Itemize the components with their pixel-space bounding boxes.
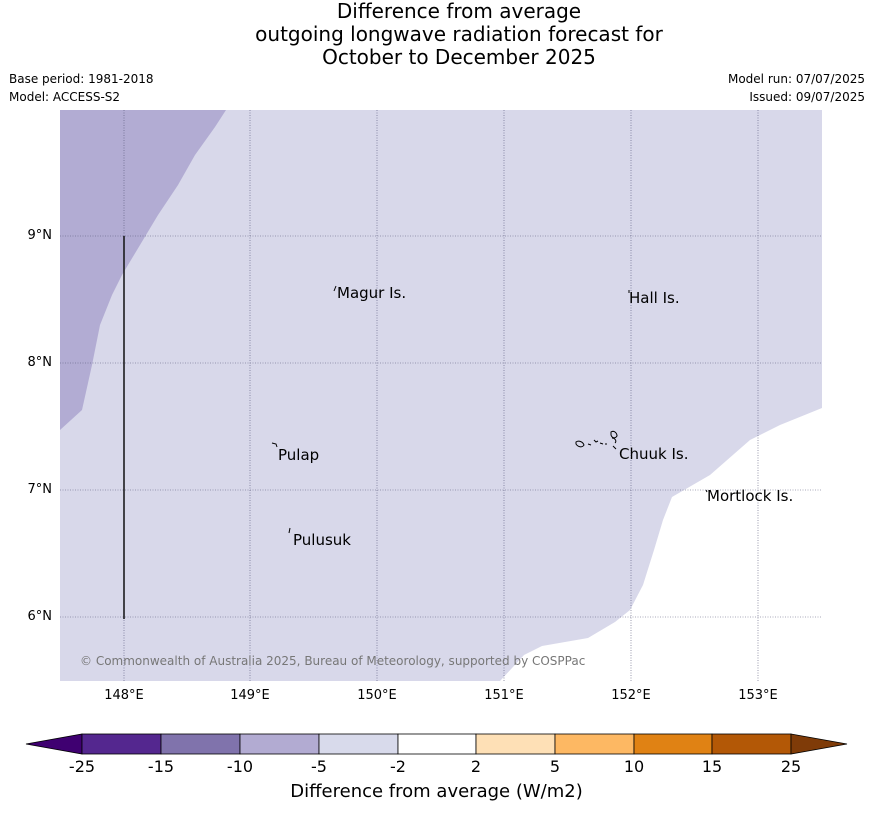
colorbar-swatch-8 bbox=[633, 733, 713, 755]
lat-label-9n: 9°N bbox=[27, 228, 53, 243]
colorbar-swatch-2 bbox=[160, 733, 241, 755]
colorbar-tick-8: 10 bbox=[623, 757, 645, 776]
colorbar-tick-4: -5 bbox=[311, 757, 327, 776]
title-line-1: Difference from average bbox=[336, 0, 582, 23]
colorbar-tick-1: -25 bbox=[68, 757, 96, 776]
island-pulusuk bbox=[288, 527, 291, 534]
colorbar-label: Difference from average (W/m2) bbox=[290, 781, 583, 802]
issued-text: Issued: 09/07/2025 bbox=[749, 89, 865, 104]
colorbar-tick-5: -2 bbox=[390, 757, 406, 776]
place-label-hall: Hall Is. bbox=[629, 289, 680, 307]
graticule bbox=[60, 110, 822, 681]
place-label-mortlock: Mortlock Is. bbox=[707, 487, 793, 505]
place-label-chuuk: Chuuk Is. bbox=[619, 445, 688, 463]
colorbar-tick-9: 15 bbox=[701, 757, 723, 776]
colorbar-svg bbox=[25, 733, 848, 755]
map-svg: Magur Is. Hall Is. Pulap Chuuk Is. Mortl… bbox=[60, 110, 822, 681]
model-run-text: Model run: 07/07/2025 bbox=[727, 72, 865, 86]
colorbar-tick-2: -15 bbox=[147, 757, 175, 776]
colorbar-tick-7: 5 bbox=[549, 757, 561, 776]
lon-label-153e: 153°E bbox=[738, 688, 778, 703]
colorbar-swatch-4 bbox=[318, 733, 399, 755]
island-shapes bbox=[271, 285, 708, 534]
place-label-pulusuk: Pulusuk bbox=[293, 531, 351, 549]
model-text: Model: ACCESS-S2 bbox=[9, 89, 121, 104]
colorbar-swatch-7 bbox=[554, 733, 635, 755]
lon-label-151e: 151°E bbox=[484, 688, 524, 703]
shade-band-minus10-minus5 bbox=[60, 110, 226, 430]
colorbar-extend-high bbox=[790, 733, 848, 755]
base-period-text: Base period: 1981-2018 bbox=[9, 72, 154, 86]
island-chuuk bbox=[575, 430, 618, 450]
colorbar-swatch-5 bbox=[397, 733, 477, 755]
shade-band-near-zero bbox=[500, 408, 822, 681]
colorbar-tick-3: -10 bbox=[226, 757, 254, 776]
place-label-pulap: Pulap bbox=[278, 446, 319, 464]
title-line-2: outgoing longwave radiation forecast for bbox=[255, 22, 663, 46]
lon-label-152e: 152°E bbox=[611, 688, 651, 703]
colorbar bbox=[20, 730, 860, 764]
colorbar-swatch-9 bbox=[711, 733, 792, 755]
lon-label-150e: 150°E bbox=[357, 688, 397, 703]
colorbar-extend-low bbox=[25, 733, 83, 755]
chart-title: Difference from average outgoing longwav… bbox=[0, 0, 873, 69]
colorbar-swatch-6 bbox=[475, 733, 556, 755]
lat-label-7n: 7°N bbox=[27, 482, 53, 497]
lat-label-6n: 6°N bbox=[27, 609, 53, 624]
island-pulap bbox=[271, 442, 278, 448]
lon-label-148e: 148°E bbox=[104, 688, 144, 703]
colorbar-swatch-1 bbox=[81, 733, 162, 755]
island-magur bbox=[333, 285, 337, 292]
place-label-magur: Magur Is. bbox=[337, 284, 406, 302]
map-panel[interactable]: Magur Is. Hall Is. Pulap Chuuk Is. Mortl… bbox=[60, 110, 822, 681]
colorbar-tick-6: 2 bbox=[470, 757, 482, 776]
meta-left: Base period: 1981-2018 Model: ACCESS-S2 bbox=[9, 71, 154, 106]
meta-right: Model run: 07/07/2025 Issued: 09/07/2025 bbox=[728, 71, 865, 106]
island-mortlock bbox=[705, 489, 708, 493]
colorbar-swatch-3 bbox=[239, 733, 320, 755]
place-labels: Magur Is. Hall Is. Pulap Chuuk Is. Mortl… bbox=[278, 284, 793, 549]
lon-label-149e: 149°E bbox=[230, 688, 270, 703]
title-line-3: October to December 2025 bbox=[322, 45, 596, 69]
colorbar-tick-10: 25 bbox=[780, 757, 802, 776]
copyright-text: © Commonwealth of Australia 2025, Bureau… bbox=[80, 654, 585, 668]
lat-label-8n: 8°N bbox=[27, 355, 53, 370]
